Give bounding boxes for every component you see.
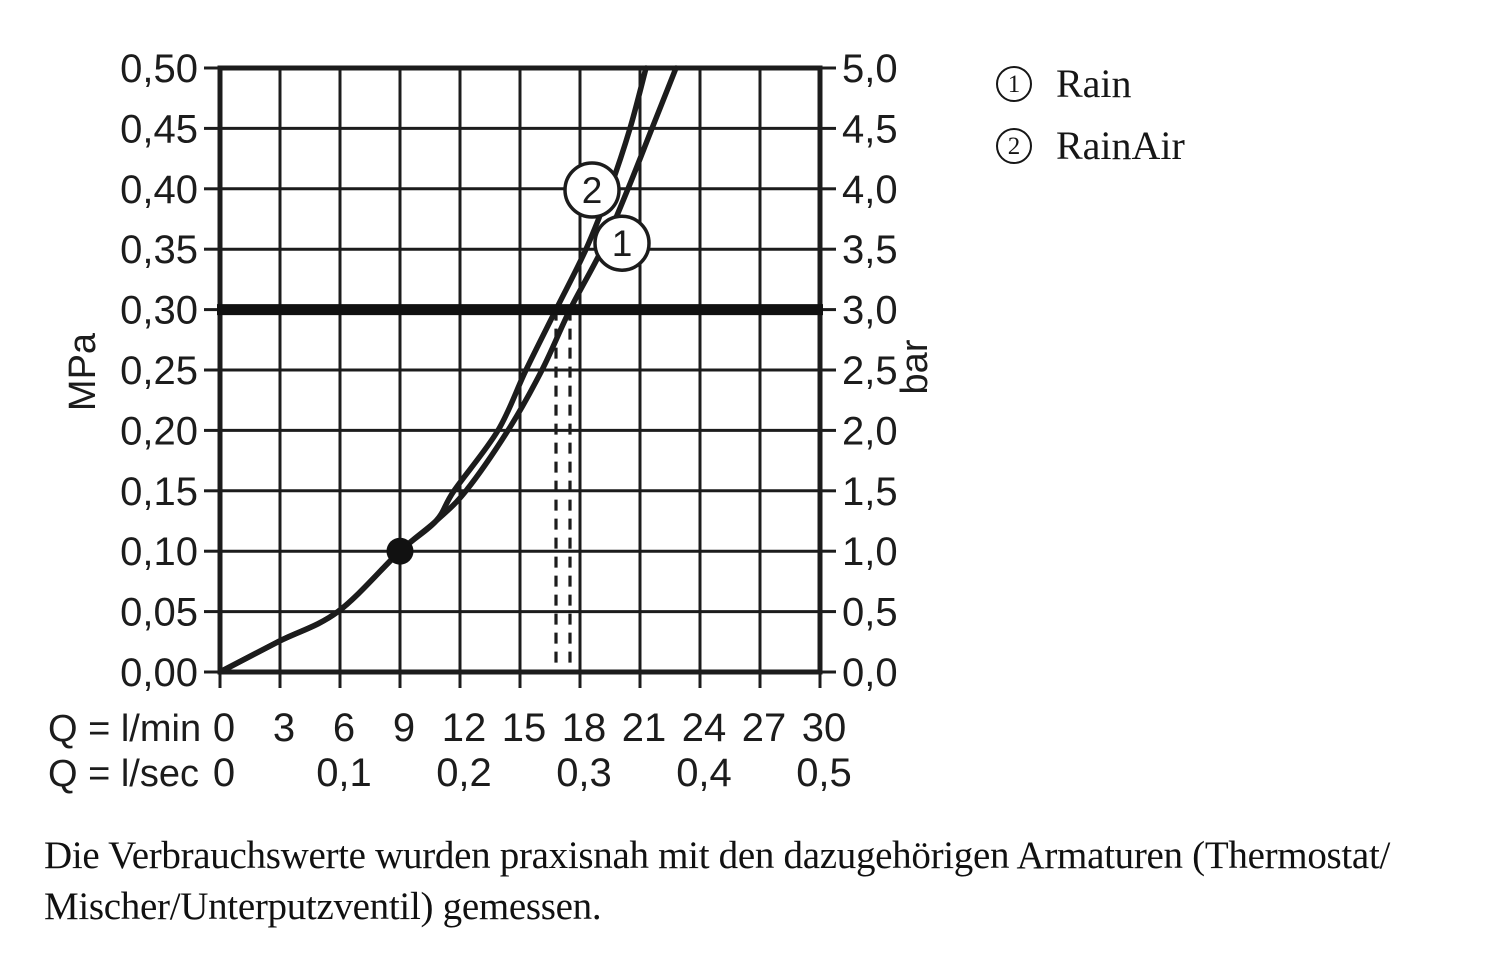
- x-lsec-tick-label: 0,2: [436, 751, 492, 795]
- footnote: Die Verbrauchswerte wurden praxisnah mit…: [44, 830, 1474, 932]
- legend-marker-2-icon: 2: [996, 128, 1032, 164]
- legend-marker-1-icon: 1: [996, 66, 1032, 102]
- y-left-tick-label: 0,05: [120, 591, 198, 635]
- x-lmin-tick-label: 9: [393, 706, 415, 750]
- x-lmin-tick-label: 30: [802, 706, 847, 750]
- x-lmin-tick-label: 15: [502, 706, 547, 750]
- y-left-tick-label: 0,25: [120, 349, 198, 393]
- x-lsec-tick-label: 0,5: [796, 751, 852, 795]
- x-lmin-tick-label: 18: [562, 706, 607, 750]
- x-lmin-tick-label: 12: [442, 706, 487, 750]
- flow-pressure-chart: 0,00 0,00,05 0,50,10 1,00,15 1,50,20 2,00,25 2…: [48, 47, 936, 795]
- y-left-tick-label: 0,20: [120, 409, 198, 453]
- legend-label-rainair: RainAir: [1056, 123, 1185, 168]
- legend-item-rainair: 2 RainAir: [996, 124, 1185, 168]
- y-right-tick-label: 3,5: [842, 228, 898, 272]
- series-label-circle-1: [593, 214, 651, 272]
- chart-generated-content: 0,00 0,00,05 0,50,10 1,00,15 1,50,20 2,00,25 2…: [120, 47, 897, 795]
- y-right-tick-label: 1,5: [842, 470, 898, 514]
- series-label-number-1: 1: [612, 223, 633, 264]
- series-label-number-2: 2: [582, 170, 603, 211]
- y-right-tick-label: 0,0: [842, 651, 898, 695]
- x-lmin-tick-label: 0: [213, 706, 235, 750]
- x-lsec-tick-label: 0,3: [556, 751, 612, 795]
- y-axis-right-title: bar: [894, 339, 936, 394]
- y-right-tick-label: 2,0: [842, 409, 898, 453]
- y-right-tick-label: 5,0: [842, 47, 898, 91]
- y-left-tick-label: 0,45: [120, 107, 198, 151]
- x-axis-lsec-label: Q = l/sec: [48, 753, 199, 795]
- y-right-tick-label: 3,0: [842, 289, 898, 333]
- y-left-tick-label: 0,50: [120, 47, 198, 91]
- x-lsec-tick-label: 0,1: [316, 751, 372, 795]
- y-left-tick-label: 0,10: [120, 530, 198, 574]
- y-left-tick-label: 0,00: [120, 651, 198, 695]
- legend: 1 Rain 2 RainAir: [996, 62, 1185, 168]
- x-lmin-tick-label: 27: [742, 706, 787, 750]
- x-axis-lmin-label: Q = l/min: [48, 708, 201, 750]
- plot-border: [217, 65, 823, 675]
- legend-item-rain: 1 Rain: [996, 62, 1185, 106]
- y-right-tick-label: 4,5: [842, 107, 898, 151]
- operating-point-dot: [386, 537, 414, 565]
- footnote-line-2: Mischer/Unterputzventil) gemessen.: [44, 885, 602, 928]
- y-left-tick-label: 0,15: [120, 470, 198, 514]
- y-right-tick-label: 4,0: [842, 168, 898, 212]
- x-lmin-tick-label: 6: [333, 706, 355, 750]
- y-left-tick-label: 0,30: [120, 289, 198, 333]
- x-lmin-tick-label: 21: [622, 706, 667, 750]
- x-lsec-tick-label: 0: [213, 751, 235, 795]
- y-left-tick-label: 0,35: [120, 228, 198, 272]
- y-axis-left-title: MPa: [62, 332, 104, 411]
- footnote-line-1: Die Verbrauchswerte wurden praxisnah mit…: [44, 834, 1391, 877]
- series-label-circle-2: [563, 161, 621, 219]
- x-lmin-tick-label: 3: [273, 706, 295, 750]
- x-lmin-tick-label: 24: [682, 706, 727, 750]
- legend-label-rain: Rain: [1056, 61, 1132, 106]
- y-right-tick-label: 0,5: [842, 591, 898, 635]
- y-right-tick-label: 1,0: [842, 530, 898, 574]
- y-left-tick-label: 0,40: [120, 168, 198, 212]
- x-lsec-tick-label: 0,4: [676, 751, 732, 795]
- y-right-tick-label: 2,5: [842, 349, 898, 393]
